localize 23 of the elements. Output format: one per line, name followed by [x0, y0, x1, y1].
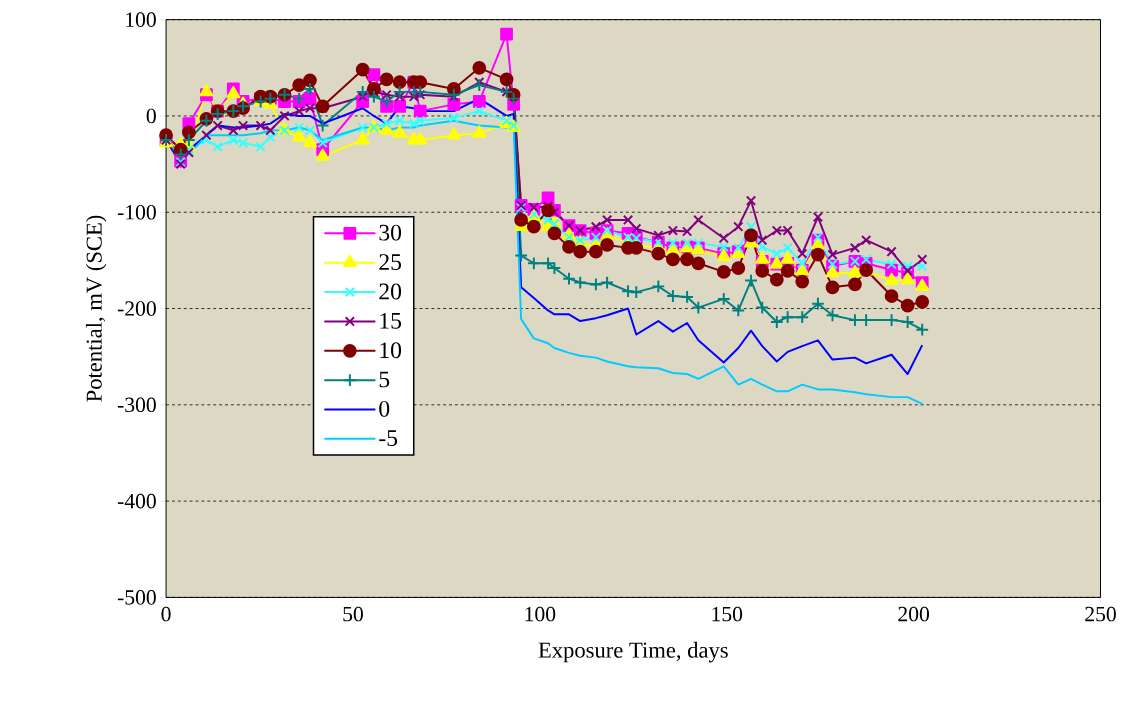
y-tick-label: 100 [126, 12, 156, 27]
legend-label: 15 [380, 312, 402, 329]
legend-label: 25 [379, 253, 402, 270]
x-tick-label: 250 [1085, 606, 1116, 622]
x-tick-label: 100 [525, 606, 556, 622]
y-tick-label: 0 [146, 108, 156, 124]
legend-label: 0 [379, 400, 390, 417]
x-tick-label: 150 [712, 606, 743, 622]
legend-label: -5 [379, 430, 398, 446]
x-tick-label: 0 [161, 606, 171, 622]
legend-label: 5 [379, 371, 390, 388]
legend-label: 10 [380, 342, 402, 358]
legend-label: 30 [379, 224, 402, 241]
x-tick-label: 50 [343, 606, 363, 622]
y-tick-label: -100 [117, 204, 156, 220]
y-tick-label: -300 [117, 397, 156, 412]
x-axis-title: Exposure Time, days [538, 641, 728, 663]
x-tick-label: 200 [898, 606, 930, 622]
legend-label: 20 [379, 283, 402, 300]
y-tick-label: -400 [117, 493, 156, 509]
y-axis-title: Potential, mV (SCE) [85, 215, 107, 402]
y-tick-label: -200 [117, 301, 156, 316]
y-tick-label: -500 [117, 589, 156, 605]
